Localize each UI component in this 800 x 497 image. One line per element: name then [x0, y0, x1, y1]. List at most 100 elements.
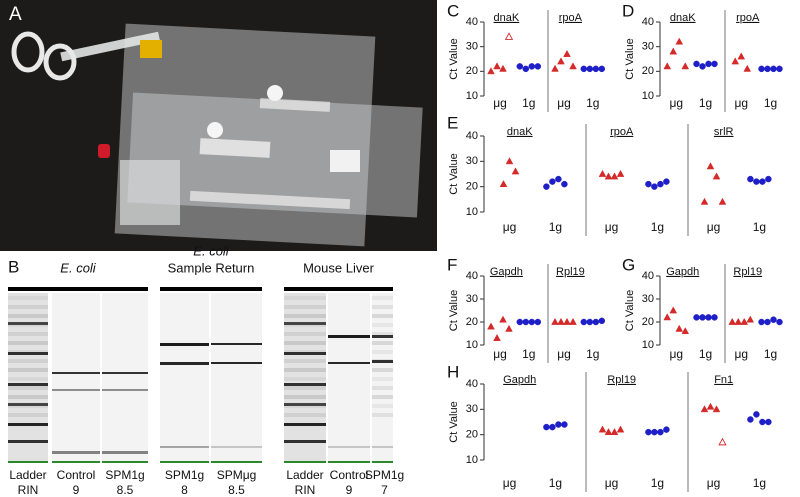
point: [557, 317, 565, 325]
point: [499, 315, 507, 323]
point: [712, 172, 721, 180]
photo: [0, 0, 437, 251]
point: [493, 333, 501, 341]
point: [657, 180, 664, 188]
group-title: rpoA: [736, 12, 760, 24]
group-title: dnaK: [494, 12, 520, 24]
point: [610, 172, 619, 180]
point: [712, 405, 721, 413]
y-tick-label: 10: [466, 90, 478, 102]
category-label: 1g: [764, 96, 777, 110]
category-label: 1g: [586, 96, 599, 110]
lane-rin: 8: [181, 483, 188, 497]
point: [699, 314, 706, 321]
gel-smear: [372, 368, 393, 372]
point: [645, 428, 652, 436]
point: [700, 405, 709, 413]
point: [734, 317, 743, 325]
group-title: Rpl19: [733, 266, 762, 278]
y-axis-label: Ct Value: [624, 38, 636, 79]
y-tick-label: 20: [466, 65, 478, 77]
point: [776, 318, 783, 326]
point: [616, 169, 625, 177]
gel-group-title: E. coli: [193, 243, 230, 258]
panel-label: G: [622, 255, 635, 274]
gel-smear: [372, 413, 393, 417]
y-tick-label: 30: [466, 155, 478, 167]
panel-label: F: [447, 255, 457, 274]
point: [598, 65, 606, 73]
panel-label: C: [447, 1, 459, 20]
gel-smear: [8, 296, 48, 300]
point: [699, 63, 706, 70]
gel-marker: [211, 461, 262, 463]
point: [706, 162, 715, 170]
point: [747, 175, 754, 183]
gel-band: [284, 383, 326, 386]
point: [770, 316, 777, 323]
point: [753, 178, 760, 185]
lane-rin: 8.5: [117, 483, 134, 497]
gel-smear: [372, 323, 393, 327]
point: [592, 318, 600, 326]
gel-band: [102, 389, 148, 391]
gel-smear: [372, 395, 393, 399]
category-label: 1g: [651, 476, 664, 490]
category-label: μg: [605, 220, 619, 234]
gel-lane: [284, 293, 326, 461]
lane-name: Control: [57, 468, 96, 482]
gel-band: [211, 362, 262, 364]
lane-rin: RIN: [18, 483, 39, 497]
y-tick-label: 40: [466, 130, 478, 142]
lane-name: Control: [330, 468, 369, 482]
point: [681, 62, 690, 70]
point: [604, 428, 613, 435]
panel-label: A: [9, 4, 22, 25]
point: [592, 65, 600, 73]
gel-smear: [8, 377, 48, 381]
gel: E. coli E. coli Sample Return Mouse Liver La…: [8, 243, 404, 497]
gel-smear: [372, 296, 393, 300]
point: [675, 324, 684, 332]
point: [706, 402, 715, 410]
y-tick-label: 30: [466, 293, 478, 305]
point: [693, 60, 700, 68]
point: [549, 178, 556, 185]
point: [764, 65, 771, 73]
point: [718, 437, 727, 446]
gel-smear: [8, 341, 48, 345]
gel-band: [160, 362, 209, 365]
point: [746, 315, 755, 323]
point: [561, 421, 568, 428]
gel-band: [52, 372, 100, 374]
gel-band: [52, 389, 100, 391]
category-label: μg: [493, 96, 507, 110]
point: [569, 62, 577, 70]
panel-label: E: [447, 113, 458, 132]
point: [563, 317, 571, 325]
point: [651, 183, 658, 190]
point: [711, 314, 718, 321]
panel-label: B: [8, 257, 19, 276]
point: [516, 63, 524, 70]
category-label: 1g: [651, 220, 664, 234]
category-label: μg: [669, 347, 683, 361]
gel-smear: [284, 377, 326, 381]
category-label: μg: [557, 96, 571, 110]
point: [759, 418, 766, 426]
gel-marker: [102, 461, 148, 463]
lane-name: SPM1g: [365, 468, 404, 482]
point: [543, 423, 550, 431]
point: [645, 180, 652, 188]
gel-band: [328, 362, 370, 364]
point: [522, 318, 530, 326]
category-label: μg: [605, 476, 619, 490]
point: [561, 180, 568, 188]
category-label: 1g: [549, 220, 562, 234]
gel-smear: [372, 377, 393, 381]
point: [758, 318, 765, 326]
point: [534, 63, 542, 70]
gel-band: [328, 335, 370, 338]
point: [610, 428, 619, 435]
